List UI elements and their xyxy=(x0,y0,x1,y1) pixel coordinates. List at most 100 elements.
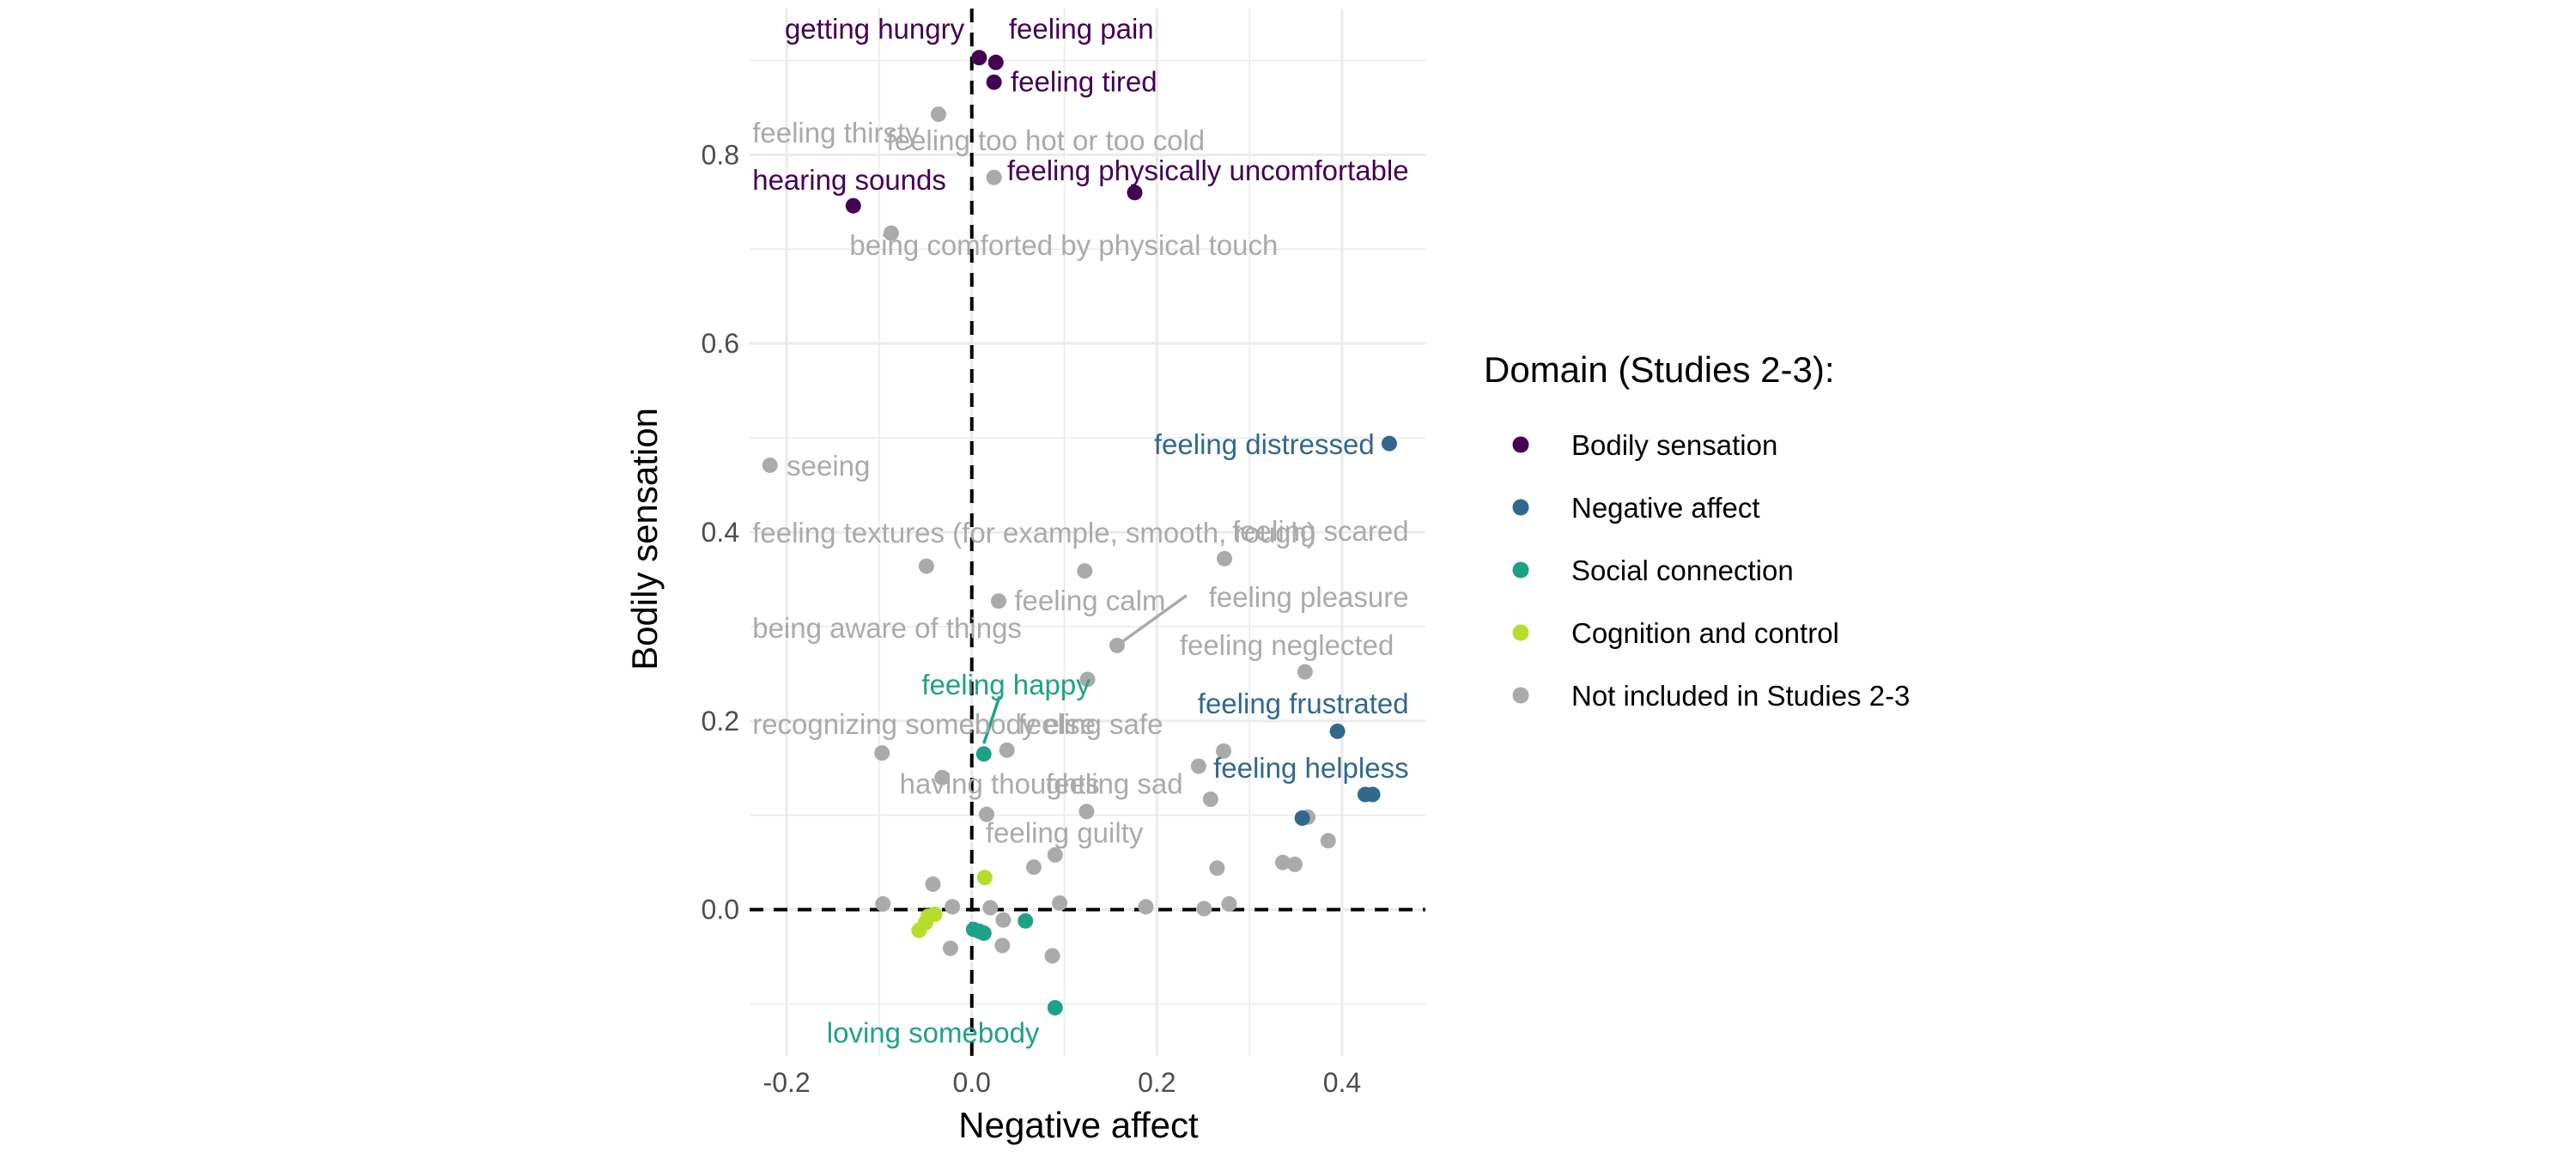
data-point xyxy=(925,876,941,892)
point-label: being comforted by physical touch xyxy=(849,229,1278,261)
legend-label: Not included in Studies 2-3 xyxy=(1571,680,1910,712)
legend-key xyxy=(1512,687,1529,704)
legend-key xyxy=(1512,561,1529,579)
data-point xyxy=(982,900,999,916)
x-tick-label: 0.0 xyxy=(952,1067,990,1098)
label-connectors xyxy=(982,594,1188,744)
label-connector xyxy=(982,695,1001,744)
y-tick-label: 0.4 xyxy=(702,517,739,548)
point-label: feeling textures (for example, smooth, r… xyxy=(752,517,1316,549)
data-point xyxy=(1217,550,1233,567)
legend-key xyxy=(1512,499,1529,516)
point-label: seeing xyxy=(787,450,870,482)
data-point xyxy=(1025,859,1042,876)
point-label: feeling frustrated xyxy=(1198,688,1409,719)
x-tick-label: 0.4 xyxy=(1323,1067,1361,1098)
data-point xyxy=(1196,900,1212,917)
data-point xyxy=(911,922,927,938)
data-point xyxy=(875,896,891,912)
data-point xyxy=(971,50,987,66)
legend-key xyxy=(1512,624,1529,641)
data-point xyxy=(762,457,778,473)
data-point xyxy=(934,769,951,785)
data-point xyxy=(1044,948,1060,964)
data-point xyxy=(975,746,992,762)
point-label: feeling guilty xyxy=(986,817,1144,849)
data-point xyxy=(1202,791,1218,808)
data-point xyxy=(1018,912,1034,929)
data-point xyxy=(918,558,934,574)
point-labels: getting hungry feeling pain feeling tired f… xyxy=(752,13,1408,1048)
point-label: feeling scared xyxy=(1232,515,1408,547)
data-point xyxy=(1109,637,1125,653)
x-tick-label: 0.2 xyxy=(1138,1067,1176,1098)
data-point xyxy=(999,742,1015,758)
y-tick-label: 0.0 xyxy=(702,894,739,925)
data-point xyxy=(1221,896,1237,912)
data-point xyxy=(1294,810,1310,827)
data-point xyxy=(1047,846,1063,863)
data-point xyxy=(1381,435,1397,452)
data-point xyxy=(1190,758,1206,774)
point-label: feeling pleasure xyxy=(1209,581,1409,613)
data-point xyxy=(883,225,899,241)
x-tick-label: -0.2 xyxy=(763,1067,811,1098)
legend-title: Domain (Studies 2-3): xyxy=(1484,349,1835,390)
point-label: feeling pain xyxy=(1009,13,1154,45)
point-label: hearing sounds xyxy=(752,164,946,196)
y-tick-label: 0.2 xyxy=(702,706,739,737)
legend-label: Bodily sensation xyxy=(1571,429,1777,461)
point-label: having thoughts xyxy=(900,767,1100,799)
y-axis-ticks: 0.0 0.2 0.4 0.6 0.8 xyxy=(702,139,739,925)
point-label: feeling happy xyxy=(921,669,1091,700)
data-point xyxy=(1047,999,1063,1016)
legend-key xyxy=(1512,436,1529,453)
data-point xyxy=(930,106,946,123)
y-tick-label: 0.6 xyxy=(702,328,739,359)
data-point xyxy=(1274,854,1291,870)
data-point xyxy=(975,925,992,942)
data-point xyxy=(976,870,993,886)
y-tick-label: 0.8 xyxy=(702,139,739,170)
data-point xyxy=(1320,833,1336,849)
data-points xyxy=(762,50,1397,1016)
data-point xyxy=(986,74,1002,90)
x-axis-title: Negative affect xyxy=(958,1105,1199,1145)
point-label: loving somebody xyxy=(827,1017,1040,1049)
data-point xyxy=(1127,185,1143,201)
data-point xyxy=(1286,856,1303,872)
point-label: feeling sad xyxy=(1046,767,1183,799)
point-label: recognizing somebody else xyxy=(752,708,1096,740)
legend-label: Cognition and control xyxy=(1571,617,1839,649)
data-point xyxy=(874,745,890,761)
point-label: feeling physically uncomfortable xyxy=(1007,155,1409,186)
point-label: feeling distressed xyxy=(1154,428,1375,460)
x-axis-ticks: -0.2 0.0 0.2 0.4 xyxy=(763,1067,1362,1098)
point-label: feeling thirsty xyxy=(752,117,920,149)
data-point xyxy=(987,54,1004,70)
data-point xyxy=(1052,894,1068,911)
point-label: feeling too hot or too cold xyxy=(887,124,1206,156)
data-point xyxy=(994,937,1011,954)
point-label: feeling helpless xyxy=(1213,752,1409,784)
point-label: feeling tired xyxy=(1011,66,1157,98)
data-point xyxy=(1329,723,1346,739)
data-point xyxy=(1209,860,1225,876)
y-axis-title: Bodily sensation xyxy=(624,408,665,670)
legend-label: Negative affect xyxy=(1571,492,1760,524)
data-point xyxy=(845,197,861,214)
point-label: feeling neglected xyxy=(1180,629,1394,661)
point-label: feeling calm xyxy=(1014,585,1165,616)
data-point xyxy=(1078,803,1095,820)
legend: Domain (Studies 2-3): Bodily sensation Ne… xyxy=(1484,349,1910,712)
label-connector xyxy=(1115,594,1188,647)
data-point xyxy=(978,806,994,822)
data-point xyxy=(945,899,961,915)
data-point xyxy=(1297,664,1313,680)
data-point xyxy=(1215,743,1231,759)
data-point xyxy=(1364,786,1381,803)
reference-lines xyxy=(750,9,1425,1056)
data-point xyxy=(1138,899,1154,915)
data-point xyxy=(942,940,958,956)
